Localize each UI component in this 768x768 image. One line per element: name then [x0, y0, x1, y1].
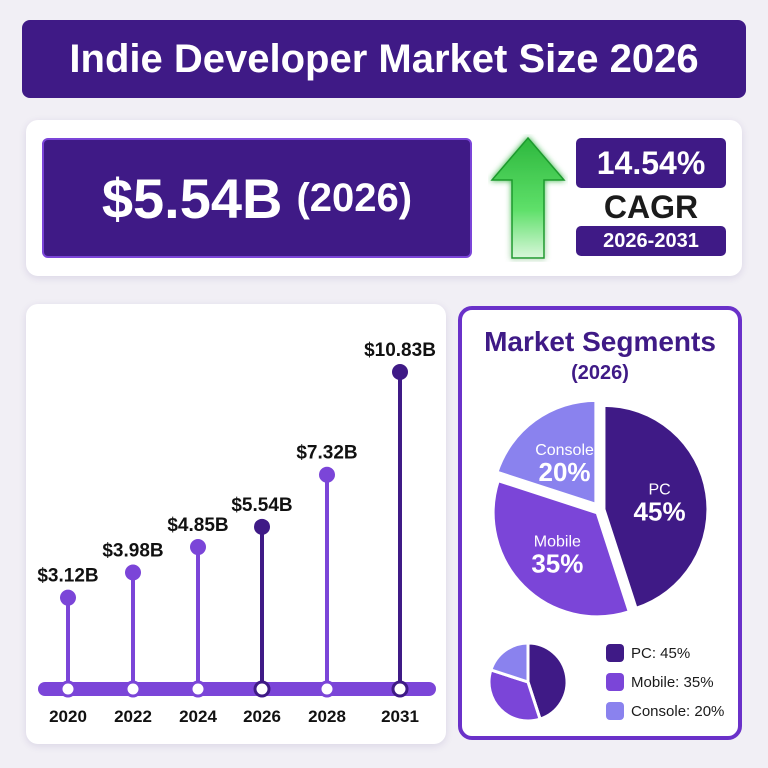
- legend-swatch-console: [606, 702, 624, 720]
- node-2028: [318, 680, 336, 698]
- value-label-2028: $7.32B: [296, 443, 357, 464]
- value-label-2026: $5.54B: [231, 495, 292, 516]
- year-label-2020: 2020: [49, 707, 87, 726]
- year-label-2028: 2028: [308, 707, 346, 726]
- cagr-label: CAGR: [603, 189, 699, 225]
- node-2026: [253, 680, 271, 698]
- node-2020: [59, 680, 77, 698]
- slice-pc: [602, 403, 710, 611]
- cagr-value: 14.54%: [576, 138, 726, 188]
- node-2024: [189, 680, 207, 698]
- year-label-2024: 2024: [179, 707, 217, 726]
- value-label-2031: $10.83B: [364, 340, 436, 361]
- market-size-box: $5.54B (2026): [42, 138, 472, 258]
- cagr-block: 14.54% CAGR 2026-2031: [574, 138, 728, 258]
- page-title: Indie Developer Market Size 2026: [22, 20, 746, 98]
- legend-swatch-mobile: [606, 673, 624, 691]
- year-label-2031: 2031: [381, 707, 419, 726]
- point-2020: [60, 589, 76, 606]
- point-2026: [254, 518, 270, 535]
- mini-slice-pc: [526, 641, 569, 721]
- year-label-2026: 2026: [243, 707, 281, 726]
- point-2022: [125, 564, 141, 581]
- legend-swatch-pc: [606, 644, 624, 662]
- trend-chart-svg: $3.12B 2020 $3.98B 2022 $4.85B 2024 $5.54B 2026…: [37, 340, 436, 726]
- market-size-value: $5.54B: [101, 166, 283, 230]
- segments-legend: PC: 45% Mobile: 35% Console: 20%: [606, 640, 736, 727]
- slice-pct-pc: 45%: [634, 497, 686, 527]
- value-label-2024: $4.85B: [167, 515, 228, 536]
- legend-label-pc: PC: 45%: [631, 644, 691, 662]
- slice-console: [495, 398, 598, 507]
- legend-item-pc: PC: 45%: [606, 640, 736, 666]
- slice-name-pc: PC: [648, 482, 670, 499]
- slice-pct-mobile: 35%: [531, 549, 583, 579]
- page-title-text: Indie Developer Market Size 2026: [69, 36, 699, 81]
- value-label-2022: $3.98B: [102, 541, 163, 562]
- market-segments-card: PC 45% Mobile 35% Console 20% Market Segments…: [458, 306, 742, 740]
- value-label-2020: $3.12B: [37, 566, 98, 587]
- year-label-2022: 2022: [114, 707, 152, 726]
- mini-slice-console: [489, 641, 530, 685]
- slice-mobile: [491, 478, 632, 619]
- point-2028: [319, 466, 335, 483]
- point-2031: [392, 364, 408, 380]
- summary-card: $5.54B (2026) 14.54% CAGR 2026-2031: [26, 120, 742, 276]
- legend-item-console: Console: 20%: [606, 698, 736, 724]
- slice-pct-console: 20%: [539, 457, 591, 487]
- node-2022: [124, 680, 142, 698]
- point-2024: [190, 539, 206, 556]
- timeline-bar: [38, 682, 436, 696]
- growth-arrow-icon: [488, 134, 568, 262]
- cagr-range: 2026-2031: [576, 226, 726, 256]
- segments-subtitle: (2026): [571, 362, 629, 384]
- legend-label-console: Console: 20%: [631, 702, 725, 720]
- node-2031: [391, 680, 409, 698]
- market-size-year: (2026): [296, 175, 413, 220]
- segments-title: Market Segments: [484, 326, 716, 357]
- slice-name-console: Console: [535, 442, 594, 459]
- slice-name-mobile: Mobile: [534, 534, 581, 551]
- legend-item-mobile: Mobile: 35%: [606, 669, 736, 695]
- legend-label-mobile: Mobile: 35%: [631, 673, 714, 691]
- market-trend-chart: $3.12B 2020 $3.98B 2022 $4.85B 2024 $5.54B 2026…: [26, 304, 446, 744]
